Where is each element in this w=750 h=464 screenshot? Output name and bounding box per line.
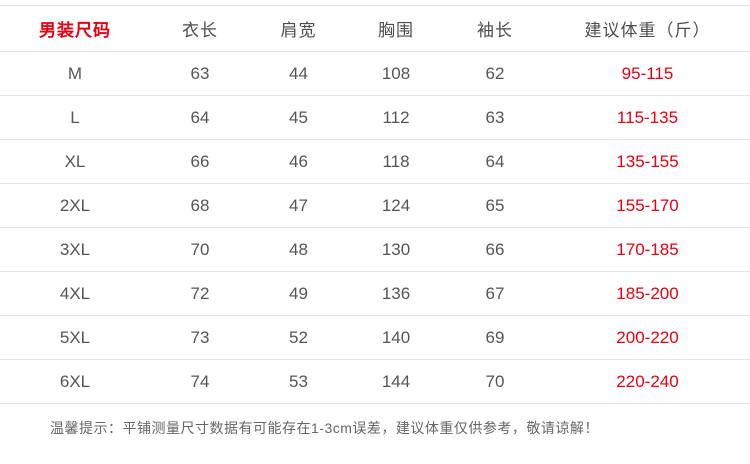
shoulder-cell: 49 [250,271,347,316]
shoulder-cell: 45 [250,95,347,140]
length-cell: 72 [150,271,250,316]
column-header-weight: 建议体重（斤） [545,5,750,52]
sleeve-cell: 66 [445,227,545,272]
length-cell: 64 [150,95,250,140]
length-cell: 74 [150,359,250,404]
length-cell: 66 [150,139,250,184]
bust-cell: 112 [347,95,445,140]
weight-cell: 155-170 [545,183,750,228]
header-row: 男装尺码 衣长 肩宽 胸围 袖长 建议体重（斤） [0,5,750,52]
size-cell: 3XL [0,227,150,272]
size-cell: 6XL [0,359,150,404]
sleeve-cell: 70 [445,359,545,404]
bust-cell: 130 [347,227,445,272]
bust-cell: 124 [347,183,445,228]
weight-cell: 220-240 [545,359,750,404]
sleeve-cell: 64 [445,139,545,184]
size-cell: 4XL [0,271,150,316]
weight-cell: 185-200 [545,271,750,316]
shoulder-cell: 44 [250,51,347,96]
table-row-4xl: 4XL 72 49 136 67 185-200 [0,271,750,316]
table-row-2xl: 2XL 68 47 124 65 155-170 [0,183,750,228]
table-row-5xl: 5XL 73 52 140 69 200-220 [0,315,750,360]
table-row-3xl: 3XL 70 48 130 66 170-185 [0,227,750,272]
bust-cell: 108 [347,51,445,96]
length-cell: 73 [150,315,250,360]
weight-cell: 200-220 [545,315,750,360]
shoulder-cell: 46 [250,139,347,184]
sleeve-cell: 62 [445,51,545,96]
table-row-6xl: 6XL 74 53 144 70 220-240 [0,359,750,404]
column-header-size: 男装尺码 [0,5,150,52]
bust-cell: 144 [347,359,445,404]
size-chart-table: 男装尺码 衣长 肩宽 胸围 袖长 建议体重（斤） M 63 44 108 62 … [0,5,750,404]
size-cell: M [0,51,150,96]
column-header-shoulder: 肩宽 [250,5,347,52]
column-header-bust: 胸围 [347,5,445,52]
bust-cell: 118 [347,139,445,184]
column-header-length: 衣长 [150,5,250,52]
size-cell: XL [0,139,150,184]
sleeve-cell: 69 [445,315,545,360]
column-header-sleeve: 袖长 [445,5,545,52]
shoulder-cell: 52 [250,315,347,360]
shoulder-cell: 48 [250,227,347,272]
table-row-l: L 64 45 112 63 115-135 [0,95,750,140]
shoulder-cell: 47 [250,183,347,228]
sleeve-cell: 63 [445,95,545,140]
bust-cell: 136 [347,271,445,316]
sleeve-cell: 67 [445,271,545,316]
sleeve-cell: 65 [445,183,545,228]
table-row-m: M 63 44 108 62 95-115 [0,51,750,96]
table-row-xl: XL 66 46 118 64 135-155 [0,139,750,184]
bust-cell: 140 [347,315,445,360]
weight-cell: 135-155 [545,139,750,184]
size-cell: 5XL [0,315,150,360]
weight-cell: 170-185 [545,227,750,272]
weight-cell: 115-135 [545,95,750,140]
shoulder-cell: 53 [250,359,347,404]
length-cell: 70 [150,227,250,272]
length-cell: 68 [150,183,250,228]
weight-cell: 95-115 [545,51,750,96]
measurement-disclaimer-note: 温馨提示：平铺测量尺寸数据有可能存在1-3cm误差，建议体重仅供参考，敬请谅解！ [50,420,599,436]
size-cell: 2XL [0,183,150,228]
length-cell: 63 [150,51,250,96]
size-cell: L [0,95,150,140]
